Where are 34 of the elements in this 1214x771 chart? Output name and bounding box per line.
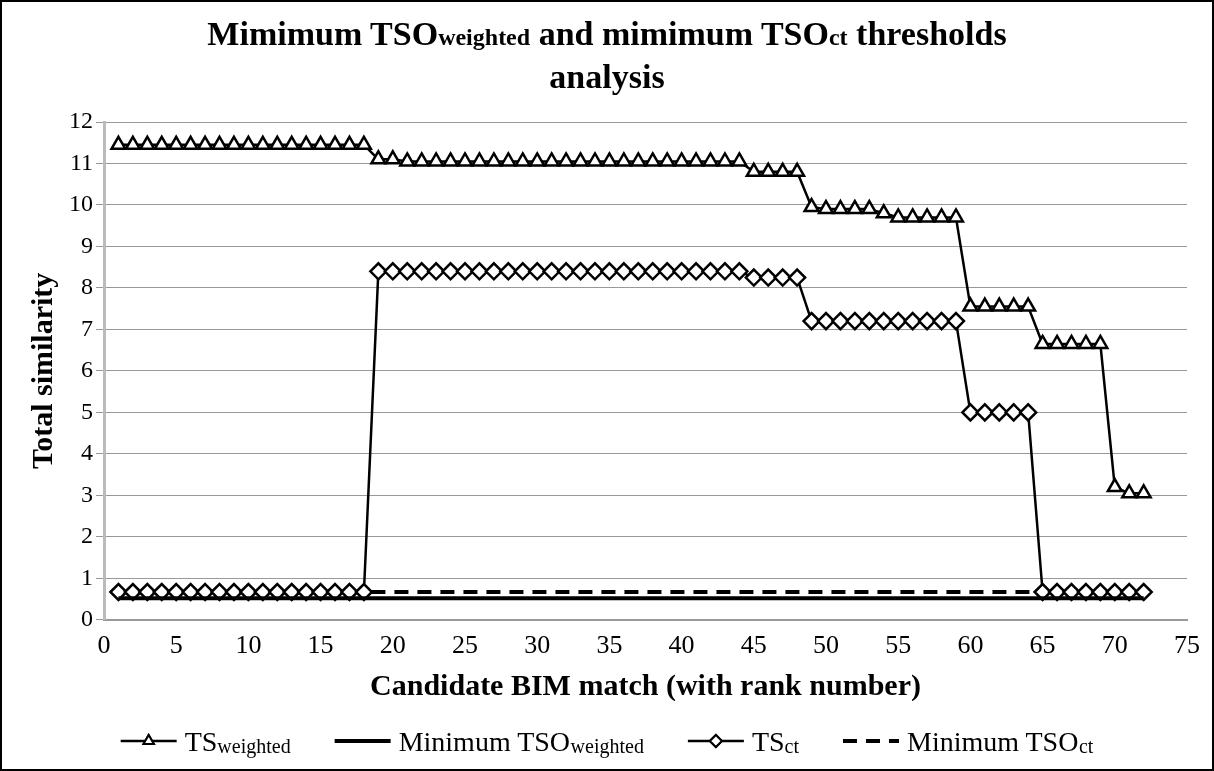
legend-label: Minimum TSOweighted [398,726,644,758]
x-tick-label: 75 [1174,630,1200,660]
legend-label: TSweighted [184,726,291,758]
y-tick-label: 6 [81,356,93,383]
x-tick-label: 20 [379,630,406,660]
x-tick-label: 55 [885,630,912,660]
x-tick-label: 45 [740,630,767,660]
legend-label: Minimum TSOct [906,726,1094,757]
x-tick-label: 65 [1029,630,1056,660]
y-tick-label: 12 [69,107,93,134]
y-tick-label: 2 [81,522,93,549]
x-tick-label: 30 [524,630,551,660]
y-tick-label: 3 [81,480,93,507]
x-tick-label: 10 [235,630,262,660]
y-tick-label: 11 [69,148,93,175]
y-tick-label: 0 [81,605,93,632]
x-tick-label: 35 [596,630,623,660]
y-tick-label: 7 [81,314,93,341]
y-tick-label: 10 [69,190,93,217]
x-tick-label: 5 [169,630,183,660]
x-tick-label: 50 [813,630,839,660]
y-axis-title: Total similarity [24,272,58,470]
y-tick-label: 9 [81,231,93,258]
x-tick-label: 60 [957,630,984,660]
legend-label: TSct [751,726,800,757]
y-tick-label: 4 [81,439,93,466]
y-tick-label: 5 [81,397,93,424]
x-axis-title: Candidate BIM match (with rank number) [370,667,921,702]
x-tick-label: 25 [452,630,478,660]
y-tick-label: 8 [81,273,93,300]
x-tick-label: 70 [1101,630,1128,660]
x-tick-label: 15 [307,630,334,660]
y-tick-label: 1 [81,563,93,590]
x-tick-label: 40 [668,630,695,660]
